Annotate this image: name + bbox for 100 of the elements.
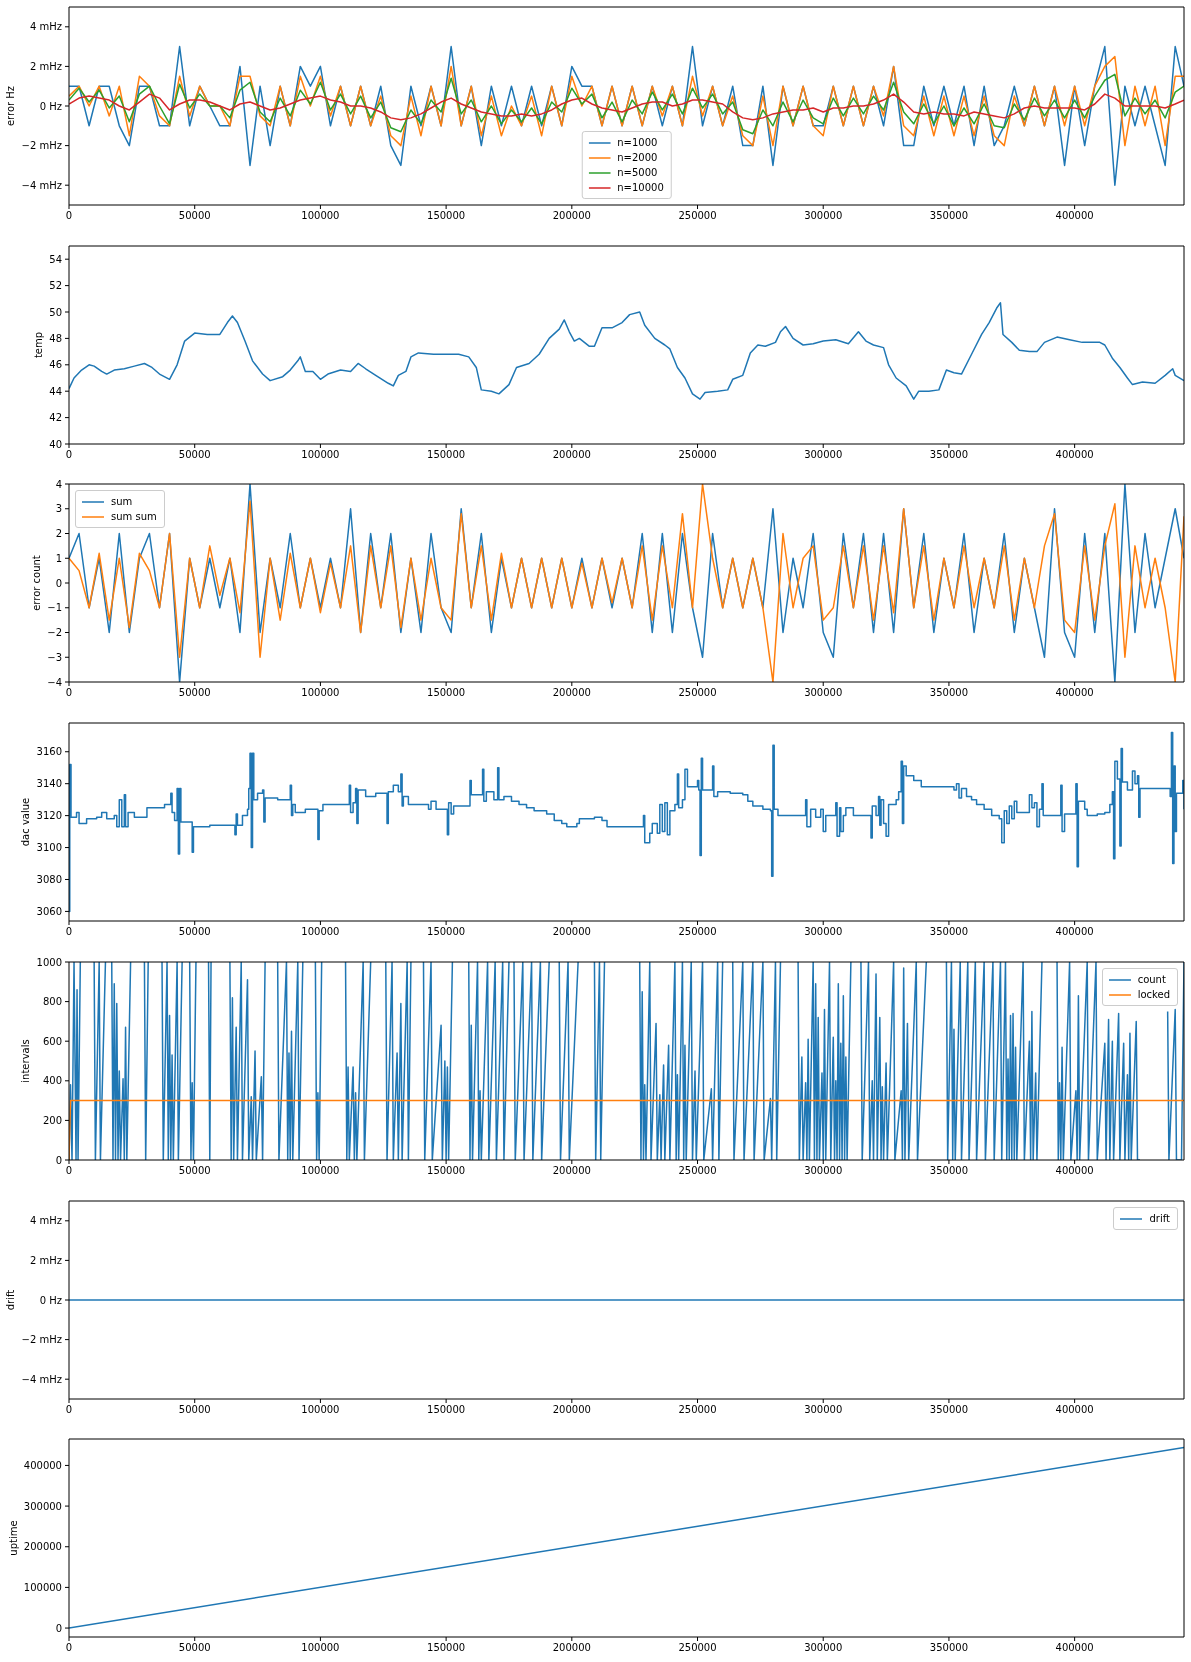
x-tick-label: 150000 bbox=[427, 1642, 466, 1654]
x-tick-label: 300000 bbox=[804, 1404, 843, 1416]
y-tick-label: 300000 bbox=[23, 1500, 62, 1512]
x-tick-label: 200000 bbox=[552, 449, 591, 461]
x-tick-label: 150000 bbox=[427, 1404, 466, 1416]
x-tick-label: 150000 bbox=[427, 687, 466, 699]
x-tick-label: 50000 bbox=[178, 210, 211, 222]
x-tick-label: 350000 bbox=[929, 1404, 969, 1416]
line-series bbox=[69, 93, 1184, 121]
x-tick-label: 200000 bbox=[552, 926, 591, 938]
legend-label: count bbox=[1137, 973, 1166, 987]
x-tick-label: 400000 bbox=[1055, 687, 1094, 699]
x-tick-label: 50000 bbox=[178, 1642, 211, 1654]
y-tick-label: 50 bbox=[49, 306, 62, 318]
y-tick-label: 600 bbox=[42, 1035, 62, 1047]
x-tick-label: 150000 bbox=[427, 449, 466, 461]
x-tick-label: 150000 bbox=[427, 926, 466, 938]
y-tick-label: 3080 bbox=[36, 874, 62, 886]
x-tick-label: 350000 bbox=[929, 1642, 969, 1654]
x-tick-label: 400000 bbox=[1055, 1642, 1094, 1654]
x-tick-label: 100000 bbox=[301, 1642, 340, 1654]
x-tick-label: 400000 bbox=[1055, 449, 1094, 461]
y-tick-label: 3060 bbox=[36, 905, 62, 917]
x-tick-label: 300000 bbox=[804, 687, 843, 699]
x-tick-label: 100000 bbox=[301, 687, 340, 699]
y-tick-label: −1 bbox=[47, 602, 62, 614]
y-tick-label: 46 bbox=[49, 359, 62, 371]
legend-label: locked bbox=[1137, 988, 1170, 1002]
y-tick-label: 4 mHz bbox=[29, 21, 62, 33]
x-tick-label: 200000 bbox=[552, 687, 591, 699]
y-axis-title: temp bbox=[33, 331, 46, 359]
y-tick-label: −3 bbox=[47, 651, 62, 663]
x-tick-label: 350000 bbox=[929, 1165, 969, 1177]
legend-label: n=10000 bbox=[617, 181, 664, 195]
x-tick-label: 250000 bbox=[678, 449, 717, 461]
x-tick-label: 250000 bbox=[678, 687, 717, 699]
x-tick-label: 100000 bbox=[301, 926, 340, 938]
x-tick-label: 250000 bbox=[678, 1642, 717, 1654]
y-tick-label: −2 mHz bbox=[21, 1334, 62, 1346]
y-tick-label: −4 bbox=[47, 676, 62, 688]
x-tick-label: 0 bbox=[65, 1165, 73, 1177]
legend-label: drift bbox=[1149, 1212, 1170, 1226]
x-tick-label: 400000 bbox=[1055, 210, 1094, 222]
legend-label: n=2000 bbox=[617, 151, 658, 165]
y-tick-label: 0 bbox=[55, 1154, 62, 1166]
x-tick-label: 200000 bbox=[552, 1642, 591, 1654]
y-tick-label: 4 bbox=[55, 478, 62, 490]
y-tick-label: 2 mHz bbox=[29, 60, 62, 72]
y-tick-label: 200000 bbox=[23, 1541, 62, 1553]
y-axis-title: uptime bbox=[7, 1520, 20, 1556]
legend-label: n=1000 bbox=[617, 136, 658, 150]
x-tick-label: 350000 bbox=[929, 926, 969, 938]
y-tick-label: 2 mHz bbox=[29, 1254, 62, 1266]
legend-label: sum sum bbox=[111, 510, 157, 524]
x-tick-label: 50000 bbox=[178, 687, 211, 699]
x-tick-label: 150000 bbox=[427, 1165, 466, 1177]
x-tick-label: 100000 bbox=[301, 210, 340, 222]
y-tick-label: 3160 bbox=[36, 746, 62, 758]
x-tick-label: 250000 bbox=[678, 1404, 717, 1416]
x-tick-label: 400000 bbox=[1055, 1404, 1094, 1416]
y-axis-title: drift bbox=[5, 1289, 18, 1311]
y-tick-label: 3100 bbox=[36, 842, 62, 854]
x-tick-label: 300000 bbox=[804, 926, 843, 938]
y-tick-label: −4 mHz bbox=[21, 1373, 62, 1385]
x-tick-label: 200000 bbox=[552, 1165, 591, 1177]
x-tick-label: 50000 bbox=[178, 449, 211, 461]
x-tick-label: 300000 bbox=[804, 1165, 843, 1177]
x-tick-label: 0 bbox=[65, 687, 73, 699]
y-tick-label: 0 bbox=[55, 1622, 62, 1634]
y-tick-label: 200 bbox=[42, 1114, 62, 1126]
x-tick-label: 300000 bbox=[804, 210, 843, 222]
y-tick-label: 3 bbox=[55, 503, 62, 515]
x-tick-label: 0 bbox=[65, 210, 73, 222]
line-series bbox=[69, 55, 1184, 147]
x-tick-label: 0 bbox=[65, 1642, 73, 1654]
y-tick-label: 44 bbox=[49, 385, 62, 397]
x-tick-label: 250000 bbox=[678, 926, 717, 938]
y-tick-label: −4 mHz bbox=[21, 179, 62, 191]
x-tick-label: 400000 bbox=[1055, 926, 1094, 938]
x-tick-label: 100000 bbox=[301, 1404, 340, 1416]
x-tick-label: 100000 bbox=[301, 449, 340, 461]
x-tick-label: 0 bbox=[65, 1404, 73, 1416]
x-tick-label: 200000 bbox=[552, 210, 591, 222]
legend-label: n=5000 bbox=[617, 166, 658, 180]
y-tick-label: 400000 bbox=[23, 1459, 62, 1471]
x-tick-label: 0 bbox=[65, 926, 73, 938]
y-tick-label: 0 bbox=[55, 577, 62, 589]
y-tick-label: 1 bbox=[55, 552, 62, 564]
y-tick-label: 1000 bbox=[36, 956, 62, 968]
y-axis-title: dac value bbox=[20, 797, 33, 847]
x-tick-label: 300000 bbox=[804, 449, 843, 461]
y-tick-label: −2 bbox=[47, 627, 62, 639]
y-axis-title: error Hz bbox=[5, 85, 18, 127]
x-tick-label: 300000 bbox=[804, 1642, 843, 1654]
x-tick-label: 50000 bbox=[178, 926, 211, 938]
y-tick-label: 52 bbox=[49, 280, 62, 292]
legend-label: sum bbox=[111, 495, 133, 509]
x-tick-label: 350000 bbox=[929, 210, 969, 222]
x-tick-label: 350000 bbox=[929, 687, 969, 699]
y-tick-label: 100000 bbox=[23, 1581, 62, 1593]
